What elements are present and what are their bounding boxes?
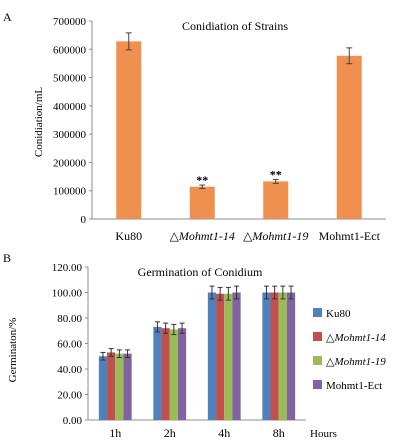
panel-a-y-tick-label: 300000 xyxy=(53,129,87,141)
panel-a-x-tick-label-name: Mohmt1-Ect xyxy=(319,229,381,243)
panel-b-bar xyxy=(115,353,124,420)
legend-label-name: Mohmt1-14 xyxy=(333,332,386,344)
legend-label: Mohmt1-Ect xyxy=(326,380,382,392)
legend-label-prefix: △ xyxy=(326,332,335,344)
legend-swatch xyxy=(313,308,322,317)
panel-a-ylabel: Conidiation/mL xyxy=(33,87,45,158)
panel-b-bar xyxy=(207,292,217,420)
panel-b-bar xyxy=(169,329,178,420)
legend-label-name: Mohmt1-19 xyxy=(333,356,386,368)
panel-a-bar xyxy=(116,41,142,219)
panel-a-y-tick-label: 500000 xyxy=(53,73,87,85)
panel-b-bar xyxy=(270,292,279,420)
panel-a-x-tick-label: Ku80 xyxy=(115,229,142,243)
panel-a-bar xyxy=(336,55,362,219)
legend-label: △Mohmt1-14 xyxy=(326,332,386,344)
panel-a-y-tick-label: 100000 xyxy=(53,186,87,198)
panel-b-ylabel: Germinaton/% xyxy=(7,318,19,383)
panel-a-y-tick-label: 200000 xyxy=(53,157,87,169)
panel-a-bar xyxy=(189,186,215,219)
panel-b-x-tick-label: 4h xyxy=(218,426,230,440)
panel-b-plot: 0.00 20.00 40.00 60.00 80.00 100.00 120.00 1h 2h… xyxy=(52,262,306,440)
legend-swatch xyxy=(313,380,322,389)
legend-label-name: Mohmt1-Ect xyxy=(326,380,382,392)
panel-a-title: Conidiation of Strains xyxy=(182,19,288,33)
panel-b-bar xyxy=(107,352,116,420)
panel-a-x-tick-label-name: Mohmt1-14 xyxy=(178,229,235,243)
panel-b-bar xyxy=(232,292,241,420)
panel-b-label: B xyxy=(3,251,11,265)
panel-b-bar xyxy=(161,328,170,420)
panel-a-y-tick-label: 700000 xyxy=(53,16,87,28)
panel-b-bar xyxy=(278,292,287,420)
legend-label-prefix: △ xyxy=(326,356,335,368)
panel-b-bar xyxy=(262,292,271,420)
panel-a-bar xyxy=(263,181,289,219)
panel-b-title: Germination of Conidium xyxy=(138,265,263,279)
panel-b-xlabel: Hours xyxy=(310,428,337,440)
panel-a-significance-label: ** xyxy=(270,167,282,181)
panel-b-x-tick-label: 2h xyxy=(164,426,176,440)
panel-b-y-tick-label: 120.00 xyxy=(52,262,83,274)
panel-a-x-tick-label: △Mohmt1-19 xyxy=(243,229,308,243)
legend-swatch xyxy=(313,332,322,341)
panel-a-x-tick-label-name: Mohmt1-19 xyxy=(251,229,308,243)
panel-a-significance-label: ** xyxy=(196,173,208,187)
panel-b-y-tick-label: 0.00 xyxy=(63,415,83,427)
panel-a-x-tick-label-prefix: △ xyxy=(170,229,180,243)
legend-label: △Mohmt1-19 xyxy=(326,356,386,368)
panel-a-x-tick-label: Mohmt1-Ect xyxy=(319,229,381,243)
legend-swatch xyxy=(313,356,322,365)
panel-a-label: A xyxy=(3,10,12,24)
legend-label-name: Ku80 xyxy=(326,308,351,320)
panel-b-bar xyxy=(123,353,132,420)
panel-a-x-tick-label-name: Ku80 xyxy=(115,229,142,243)
panel-b-x-tick-label: 1h xyxy=(109,426,121,440)
panel-b-y-tick-label: 60.00 xyxy=(57,339,82,351)
panel-b-x-tick-label: 8h xyxy=(273,426,285,440)
panel-b-bar xyxy=(98,356,108,420)
panel-b-y-tick-label: 40.00 xyxy=(57,364,82,376)
panel-a-x-tick-label-prefix: △ xyxy=(243,229,253,243)
panel-b-bar xyxy=(153,326,162,420)
panel-a-x-tick-label: △Mohmt1-14 xyxy=(170,229,235,243)
panel-b-bar xyxy=(224,293,233,420)
legend-label: Ku80 xyxy=(326,308,351,320)
panel-a-y-tick-label: 600000 xyxy=(53,44,87,56)
panel-b-bar xyxy=(286,292,296,420)
panel-b-y-tick-label: 20.00 xyxy=(57,390,82,402)
panel-b-y-tick-label: 100.00 xyxy=(52,288,83,300)
panel-a-y-tick-label: 0 xyxy=(81,214,87,226)
panel-a-plot: 0 100000 200000 300000 400000 500000 600000 700… xyxy=(53,16,386,243)
panel-b-bar xyxy=(177,328,187,420)
panel-b-y-tick-label: 80.00 xyxy=(57,313,82,325)
panel-b-bar xyxy=(216,293,225,420)
panel-a-y-tick-label: 400000 xyxy=(53,101,87,113)
